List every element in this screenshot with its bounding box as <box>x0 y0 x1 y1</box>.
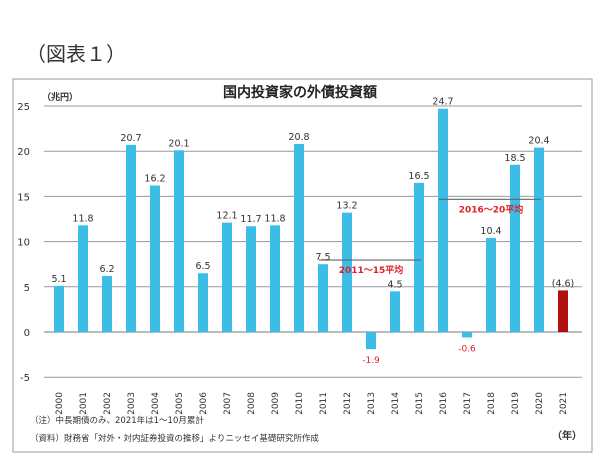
data-label: 4.5 <box>387 279 402 290</box>
data-label: 16.2 <box>144 174 165 185</box>
y-tick-label: 0 <box>24 328 30 339</box>
data-label: 10.4 <box>480 226 501 237</box>
note-text: （注）中長期債のみ、2021年は1～10月累計 <box>30 415 204 426</box>
x-tick-label: 2014 <box>391 392 401 415</box>
data-label: -0.6 <box>458 344 476 354</box>
data-label: 11.7 <box>240 214 261 225</box>
y-tick-label: -5 <box>20 373 30 384</box>
y-tick-label: 10 <box>17 238 30 249</box>
bar <box>534 147 544 332</box>
data-label: (4.6) <box>552 278 575 289</box>
x-tick-label: 2017 <box>463 392 473 415</box>
bar <box>318 264 328 332</box>
x-tick-label: 2013 <box>367 392 377 415</box>
data-label: 6.5 <box>195 261 210 272</box>
y-tick-label: 25 <box>17 102 30 113</box>
bar <box>558 290 568 332</box>
x-tick-label: 2001 <box>79 392 89 415</box>
bar <box>246 226 256 332</box>
data-label: 13.2 <box>336 201 357 212</box>
chart-title: 国内投資家の外債投資額 <box>223 84 377 101</box>
x-tick-label: 2020 <box>535 392 545 415</box>
x-tick-label: 2006 <box>199 392 209 415</box>
figure-label: （図表１） <box>26 42 126 66</box>
x-tick-label: 2015 <box>415 392 425 415</box>
average-label: 2011～15平均 <box>339 264 404 276</box>
bar <box>510 164 520 332</box>
data-label: 24.7 <box>432 97 453 108</box>
x-tick-label: 2018 <box>487 392 497 415</box>
data-label: -1.9 <box>362 356 380 366</box>
data-label: 16.5 <box>408 171 429 182</box>
bar <box>150 185 160 332</box>
data-label: 11.8 <box>72 213 93 224</box>
average-label: 2016～20平均 <box>459 203 524 215</box>
x-tick-label: 2010 <box>295 392 305 415</box>
source-text: （資料）財務省「対外・対内証券投資の推移」よりニッセイ基礎研究所作成 <box>30 433 319 444</box>
y-axis-label: （兆円） <box>42 91 78 103</box>
data-label: 20.8 <box>288 132 309 143</box>
data-label: 20.4 <box>528 136 549 147</box>
y-tick-label: 20 <box>17 147 30 158</box>
data-label: 6.2 <box>99 264 114 275</box>
bar <box>198 273 208 332</box>
x-tick-label: 2004 <box>151 392 161 415</box>
bar <box>390 291 400 332</box>
x-tick-label: 2011 <box>319 392 329 415</box>
data-label: 20.7 <box>120 133 141 144</box>
x-tick-label: 2012 <box>343 392 353 415</box>
bar <box>270 225 280 332</box>
x-tick-label: 2002 <box>103 392 113 415</box>
data-label: 7.5 <box>315 252 330 263</box>
bar <box>462 332 472 338</box>
bar <box>366 332 376 350</box>
x-tick-label: 2007 <box>223 392 233 415</box>
bar <box>294 143 304 332</box>
bar <box>438 108 448 332</box>
bar <box>102 275 112 332</box>
y-tick-label: 15 <box>17 192 30 203</box>
x-tick-label: 2003 <box>127 392 137 415</box>
x-tick-label: 2019 <box>511 392 521 415</box>
x-tick-label: 2005 <box>175 392 185 415</box>
x-tick-label: 2016 <box>439 392 449 415</box>
data-label: 11.8 <box>264 213 285 224</box>
bar <box>54 285 64 332</box>
bar <box>174 150 184 332</box>
data-label: 5.1 <box>51 274 66 285</box>
bar <box>342 212 352 332</box>
bar <box>222 222 232 332</box>
x-axis-label: （年） <box>552 429 582 442</box>
y-tick-label: 5 <box>24 283 30 294</box>
x-tick-label: 2000 <box>55 392 65 415</box>
x-tick-label: 2008 <box>247 392 257 415</box>
data-label: 18.5 <box>504 153 525 164</box>
data-label: 20.1 <box>168 138 189 149</box>
bar <box>414 182 424 332</box>
x-tick-label: 2009 <box>271 392 281 415</box>
bar <box>78 225 88 332</box>
bar <box>486 237 496 332</box>
bar <box>126 144 136 332</box>
x-tick-label: 2021 <box>559 392 569 415</box>
data-label: 12.1 <box>216 211 237 222</box>
